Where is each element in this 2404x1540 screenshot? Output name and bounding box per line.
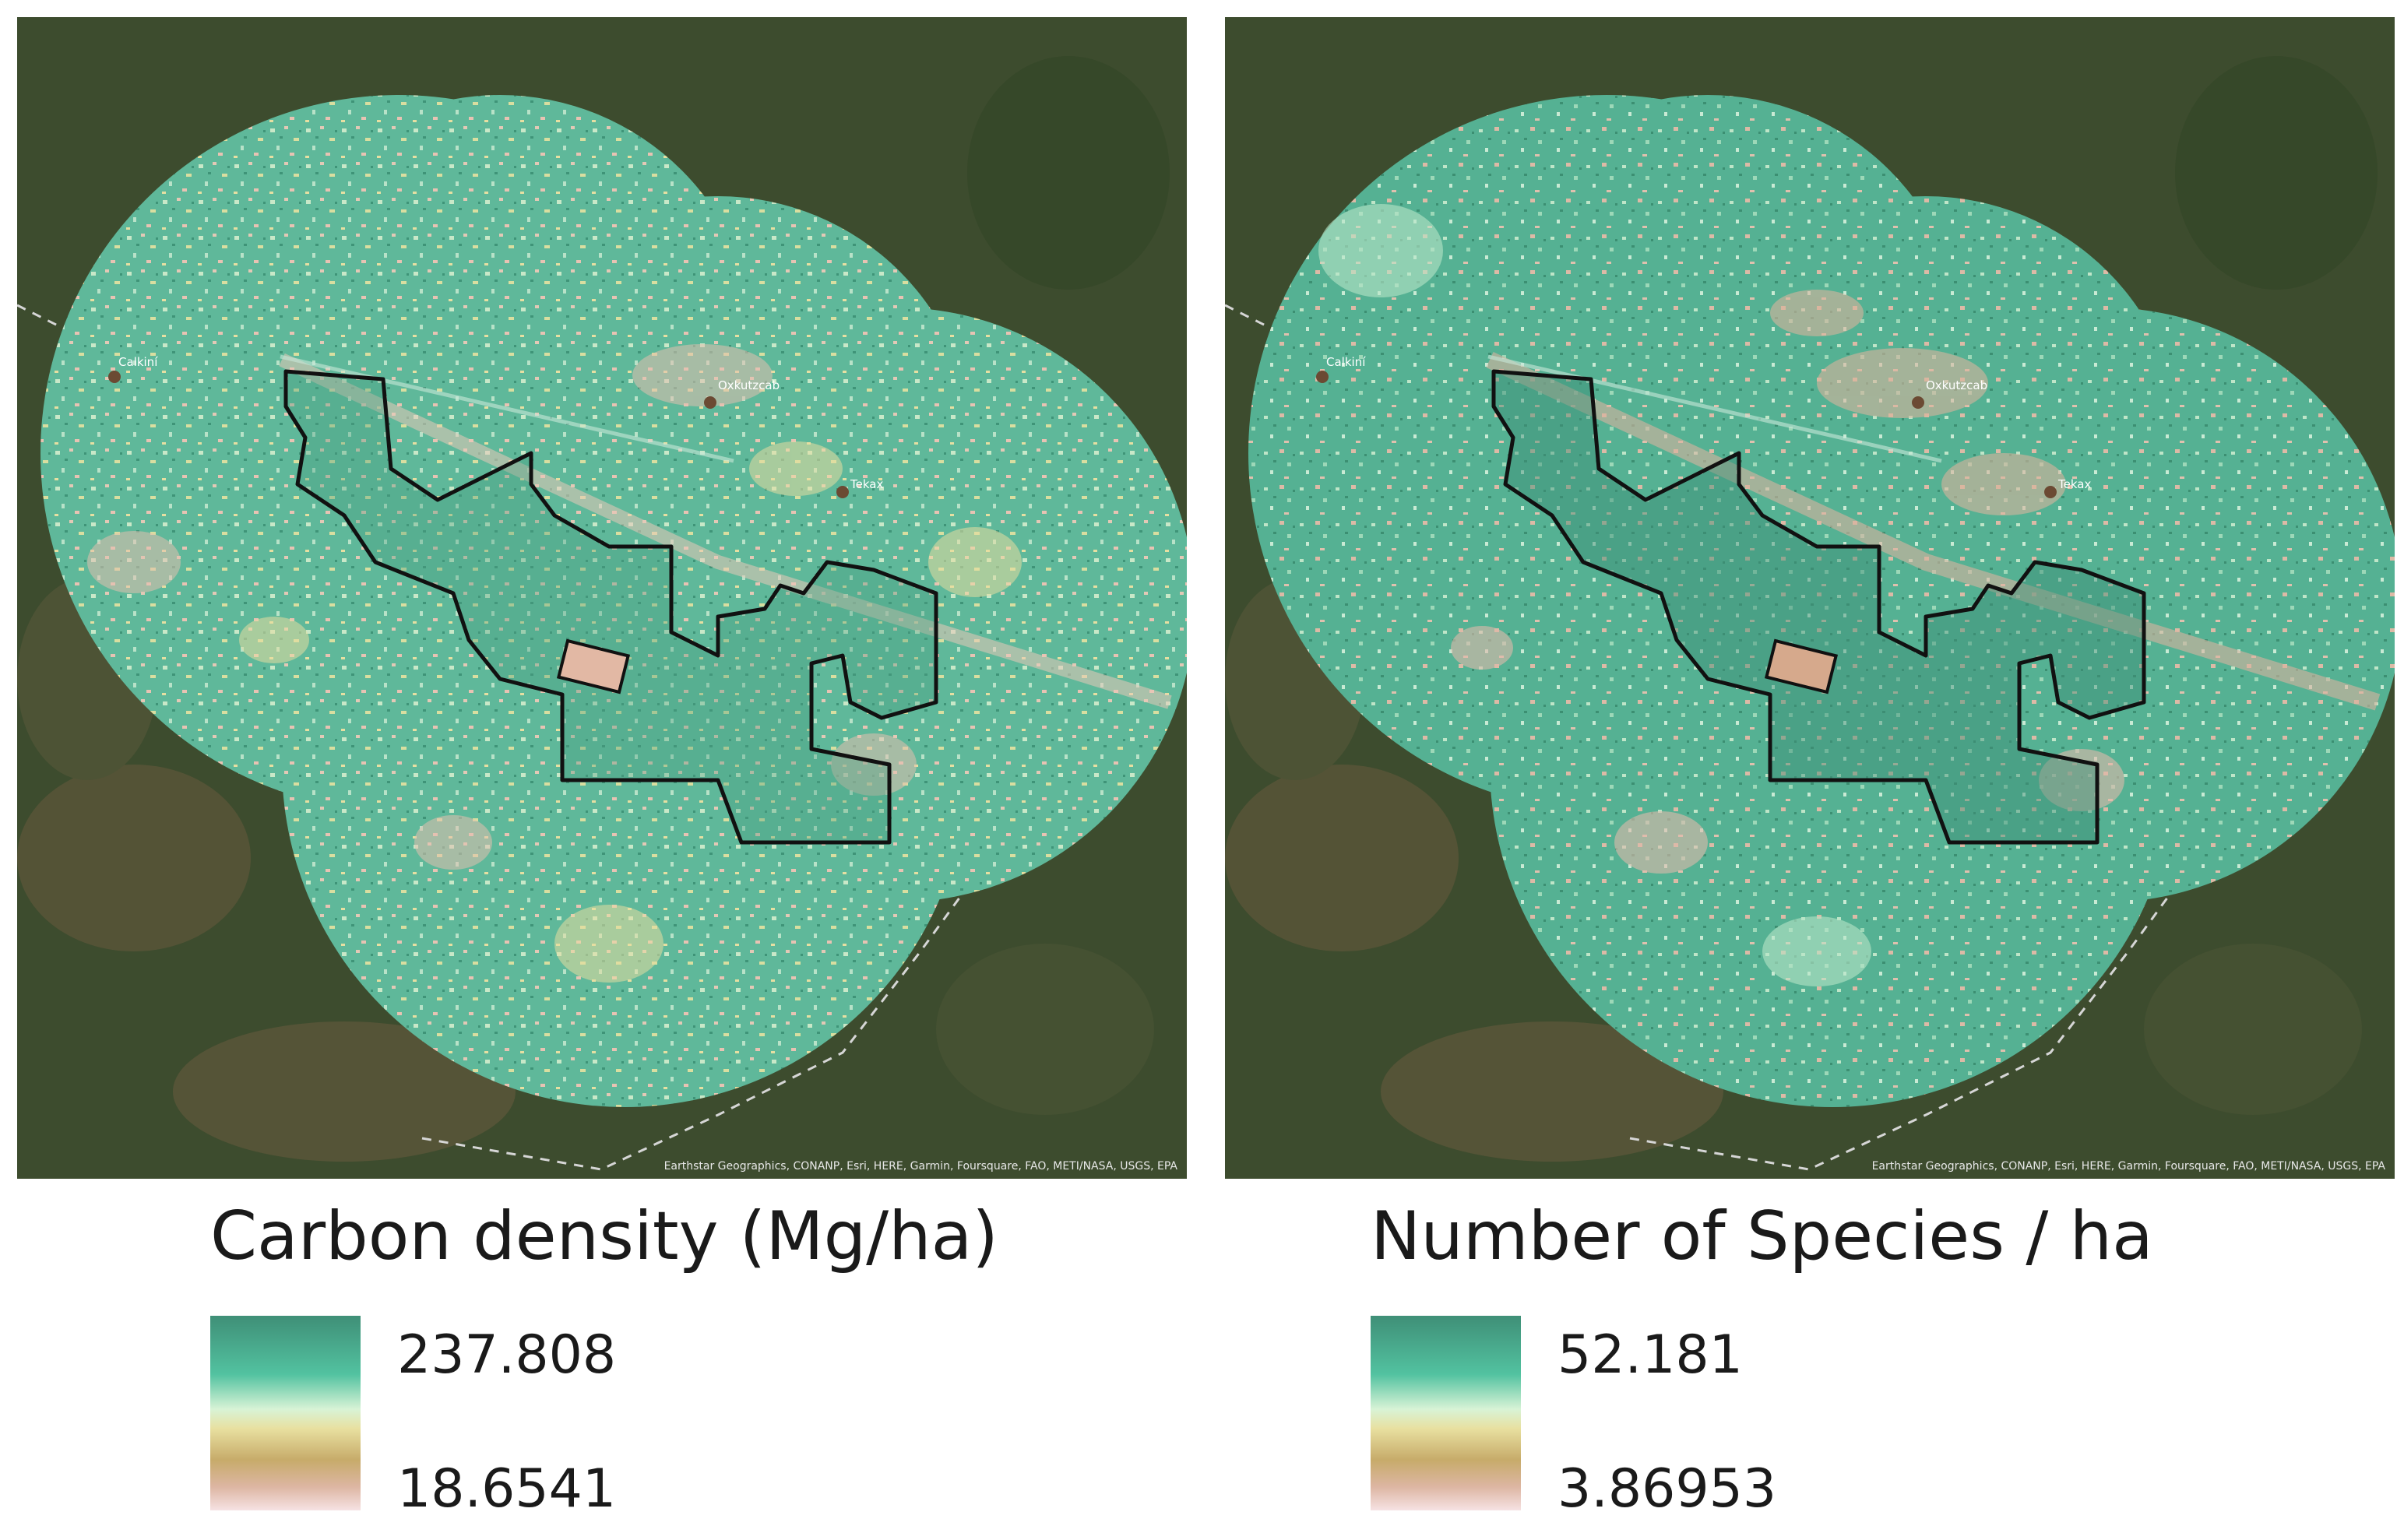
basemap-terrain — [17, 56, 1170, 1162]
legend-title: Carbon density (Mg/ha) — [210, 1197, 998, 1275]
protected-area-outline — [283, 369, 938, 845]
state-boundary — [421, 810, 1031, 1171]
enclave-outline — [1764, 638, 1839, 694]
road-line — [280, 354, 734, 463]
legend-min-value: 3.86953 — [1557, 1458, 1777, 1520]
town-label-calkini: Calkiní — [118, 355, 158, 369]
town-label-oxkutzcab: Oxkutzcab — [1926, 378, 1987, 392]
low-value-patches — [1318, 204, 2124, 986]
protected-area-outline — [1491, 369, 2146, 845]
map-attribution: Earthstar Geographics, CONANP, Esri, HER… — [664, 1160, 1178, 1173]
town-markers — [108, 371, 849, 498]
low-value-patches — [87, 344, 1022, 983]
carbon-map-svg: Calkiní Oxkutzcab Tekax Earthstar Geogra… — [17, 17, 1187, 1179]
town-label-oxkutzcab: Oxkutzcab — [718, 378, 780, 392]
species-map-svg: Calkiní Oxkutzcab Tekax Earthstar Geogra… — [1225, 17, 2395, 1179]
road-line — [1487, 354, 1942, 463]
state-boundary-west — [1225, 304, 1272, 330]
map-attribution: Earthstar Geographics, CONANP, Esri, HER… — [1872, 1160, 2386, 1173]
town-label-tekax: Tekax — [850, 477, 883, 491]
highway-corridor — [279, 353, 1172, 709]
state-boundary — [1629, 810, 2239, 1171]
town-markers — [1316, 371, 2057, 498]
basemap-terrain — [1225, 56, 2378, 1162]
town-label-calkini: Calkiní — [1326, 355, 1366, 369]
carbon-density-map[interactable]: Calkiní Oxkutzcab Tekax Earthstar Geogra… — [17, 17, 1187, 1179]
legend-title: Number of Species / ha — [1371, 1197, 2153, 1275]
legend-color-ramp — [1371, 1316, 1521, 1510]
legend-max-value: 52.181 — [1557, 1324, 1743, 1386]
legend-color-ramp — [210, 1316, 361, 1510]
state-boundary-west — [17, 304, 65, 330]
legend-max-value: 237.808 — [397, 1324, 617, 1386]
species-richness-map[interactable]: Calkiní Oxkutzcab Tekax Earthstar Geogra… — [1225, 17, 2395, 1179]
town-label-tekax: Tekax — [2057, 477, 2091, 491]
highway-corridor — [1486, 352, 2381, 711]
legend-min-value: 18.6541 — [397, 1458, 617, 1520]
enclave-outline — [556, 638, 631, 694]
